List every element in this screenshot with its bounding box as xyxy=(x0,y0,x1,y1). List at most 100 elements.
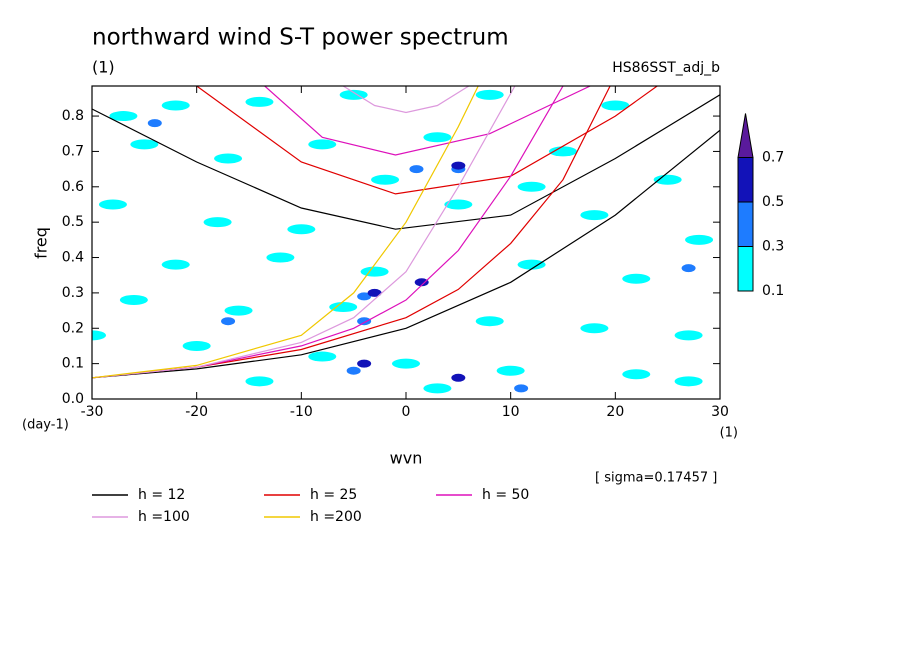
dispersion-curve xyxy=(92,86,564,379)
contour-patch xyxy=(414,278,429,287)
colorbar-box xyxy=(737,201,754,247)
contour-patch xyxy=(367,288,382,297)
contour-patch xyxy=(371,174,400,185)
contour-patch xyxy=(622,369,651,380)
colorbar-label: 0.7 xyxy=(762,150,784,166)
contour-patch xyxy=(601,100,630,111)
contour-patch xyxy=(308,351,337,362)
y-unit: (day-1) xyxy=(22,418,69,433)
dispersion-curve xyxy=(264,86,591,156)
contour-patch xyxy=(221,317,236,326)
y-axis-label: freq xyxy=(32,227,51,259)
contour-patch xyxy=(214,153,243,164)
colorbar-arrow xyxy=(737,113,754,158)
contour-patch xyxy=(444,199,473,210)
dispersion-curve xyxy=(92,86,611,379)
annotation: [ sigma=0.17457 ] xyxy=(595,471,717,486)
field xyxy=(92,89,714,394)
contour-patch xyxy=(451,373,466,382)
y-tick-label: 0.2 xyxy=(62,320,84,336)
contour-patch xyxy=(423,132,452,143)
curves xyxy=(92,86,720,379)
contour-patch xyxy=(549,146,577,157)
y-tick-label: 0.1 xyxy=(62,356,84,372)
contour-patch xyxy=(409,165,424,174)
contour-patch xyxy=(674,376,703,387)
y-tick-label: 0.0 xyxy=(62,391,84,407)
subtitle: HS86SST_adj_b xyxy=(612,60,720,76)
contour-patch xyxy=(685,234,714,245)
contour-patch xyxy=(245,96,274,107)
x-tick-label: -10 xyxy=(290,404,313,420)
contour-patch xyxy=(496,365,525,376)
contour-patch xyxy=(451,161,466,170)
y-tick-label: 0.5 xyxy=(62,214,84,230)
x-tick-label: 10 xyxy=(502,404,520,420)
y-tick-label: 0.3 xyxy=(62,285,84,301)
x-tick-label: 20 xyxy=(606,404,624,420)
y-tick-label: 0.4 xyxy=(62,250,84,266)
contour-patch xyxy=(357,359,372,368)
contour-patch xyxy=(161,259,190,270)
y-tick-label: 0.6 xyxy=(62,179,84,195)
contour-patch xyxy=(147,119,162,128)
dispersion-curve xyxy=(342,86,470,114)
contour-patch xyxy=(517,259,546,270)
contour-patch xyxy=(681,264,696,273)
legend-label: h = 50 xyxy=(482,487,529,503)
colorbar-box xyxy=(737,157,754,203)
contour-patch xyxy=(287,224,316,235)
x-tick-label: -20 xyxy=(185,404,208,420)
contour-patch xyxy=(266,252,295,263)
y-tick-label: 0.7 xyxy=(62,143,84,159)
contour-patch xyxy=(475,316,504,327)
dispersion-curve xyxy=(92,86,516,379)
dispersion-curve xyxy=(196,86,658,195)
contour-patch xyxy=(423,383,452,394)
contour-patch xyxy=(92,330,106,341)
x-tick-label: 30 xyxy=(711,404,729,420)
x-tick-label: -30 xyxy=(81,404,104,420)
contour-patch xyxy=(360,266,389,277)
contour-patch xyxy=(161,100,190,111)
contour-patch xyxy=(514,384,529,393)
contour-patch xyxy=(517,181,546,192)
contour-patch xyxy=(98,199,127,210)
dispersion-curve xyxy=(92,94,720,230)
contour-patch xyxy=(357,317,372,326)
contour-patch xyxy=(119,294,148,305)
legend-label: h = 25 xyxy=(310,487,357,503)
y-tick-label: 0.8 xyxy=(62,108,84,124)
x-axis-label: wvn xyxy=(390,449,423,468)
contour-patch xyxy=(130,139,159,150)
contour-patch xyxy=(580,210,609,221)
contour-patch xyxy=(245,376,274,387)
colorbar-label: 0.3 xyxy=(762,239,784,255)
contour-patch xyxy=(182,340,211,351)
contour-patch xyxy=(109,111,138,122)
contour-patch xyxy=(346,366,361,375)
legend-label: h =200 xyxy=(310,509,362,525)
contour-patch xyxy=(224,305,253,316)
contour-patch xyxy=(357,292,372,301)
colorbar-label: 0.1 xyxy=(762,283,784,299)
contour-patch xyxy=(308,139,337,150)
plot-frame xyxy=(91,85,721,400)
contour-patch xyxy=(674,330,703,341)
colorbar-box xyxy=(737,246,754,292)
contour-patch xyxy=(653,174,682,185)
x-tick-label: 0 xyxy=(402,404,411,420)
legend-label: h =100 xyxy=(138,509,190,525)
contour-patch xyxy=(203,217,232,228)
legend-label: h = 12 xyxy=(138,487,185,503)
contour-patch xyxy=(622,273,651,284)
contour-patch xyxy=(329,302,358,313)
dispersion-curve xyxy=(92,86,479,379)
x-unit: (1) xyxy=(720,426,738,441)
contour-patch xyxy=(392,358,420,369)
colorbar-label: 0.5 xyxy=(762,194,784,210)
chart-title: northward wind S-T power spectrum xyxy=(92,25,509,51)
dispersion-curve xyxy=(92,129,720,379)
contour-patch xyxy=(580,323,609,334)
